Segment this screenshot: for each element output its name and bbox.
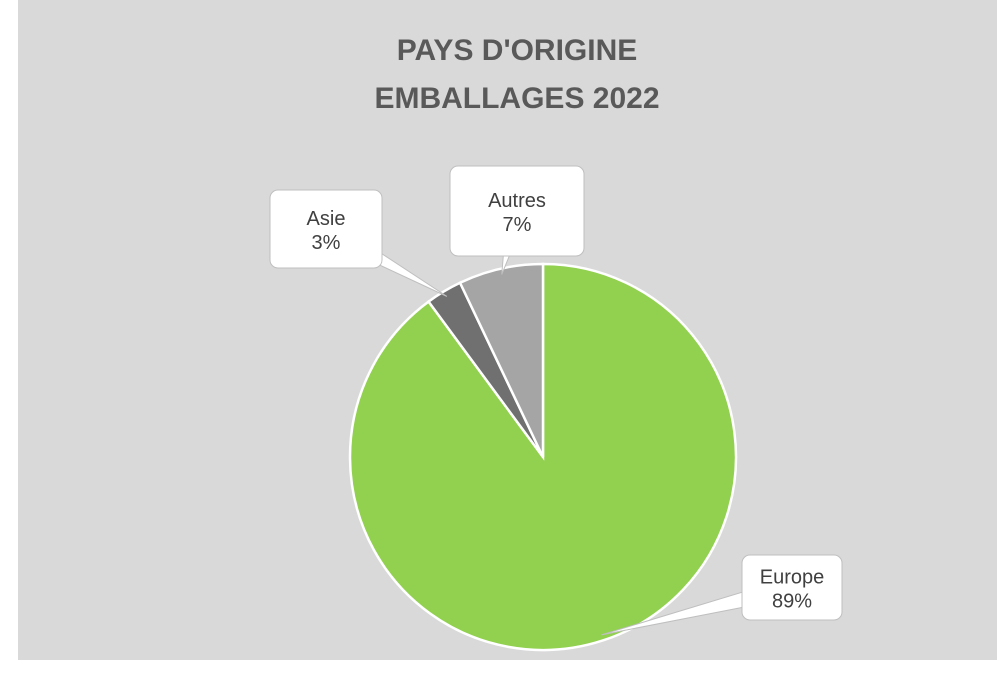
chart-title: PAYS D'ORIGINE	[397, 34, 638, 67]
data-label-value: 7%	[503, 214, 532, 236]
data-label-value: 89%	[772, 591, 812, 613]
data-label-name: Asie	[307, 208, 346, 230]
callout-box	[269, 189, 383, 269]
data-label-name: Autres	[488, 190, 546, 212]
callout-box	[741, 554, 843, 621]
data-label-name: Europe	[760, 567, 825, 589]
data-label-value: 3%	[312, 232, 341, 254]
callout-box	[449, 165, 585, 257]
chart-title: EMBALLAGES 2022	[374, 82, 659, 115]
pie-slice	[458, 262, 545, 458]
